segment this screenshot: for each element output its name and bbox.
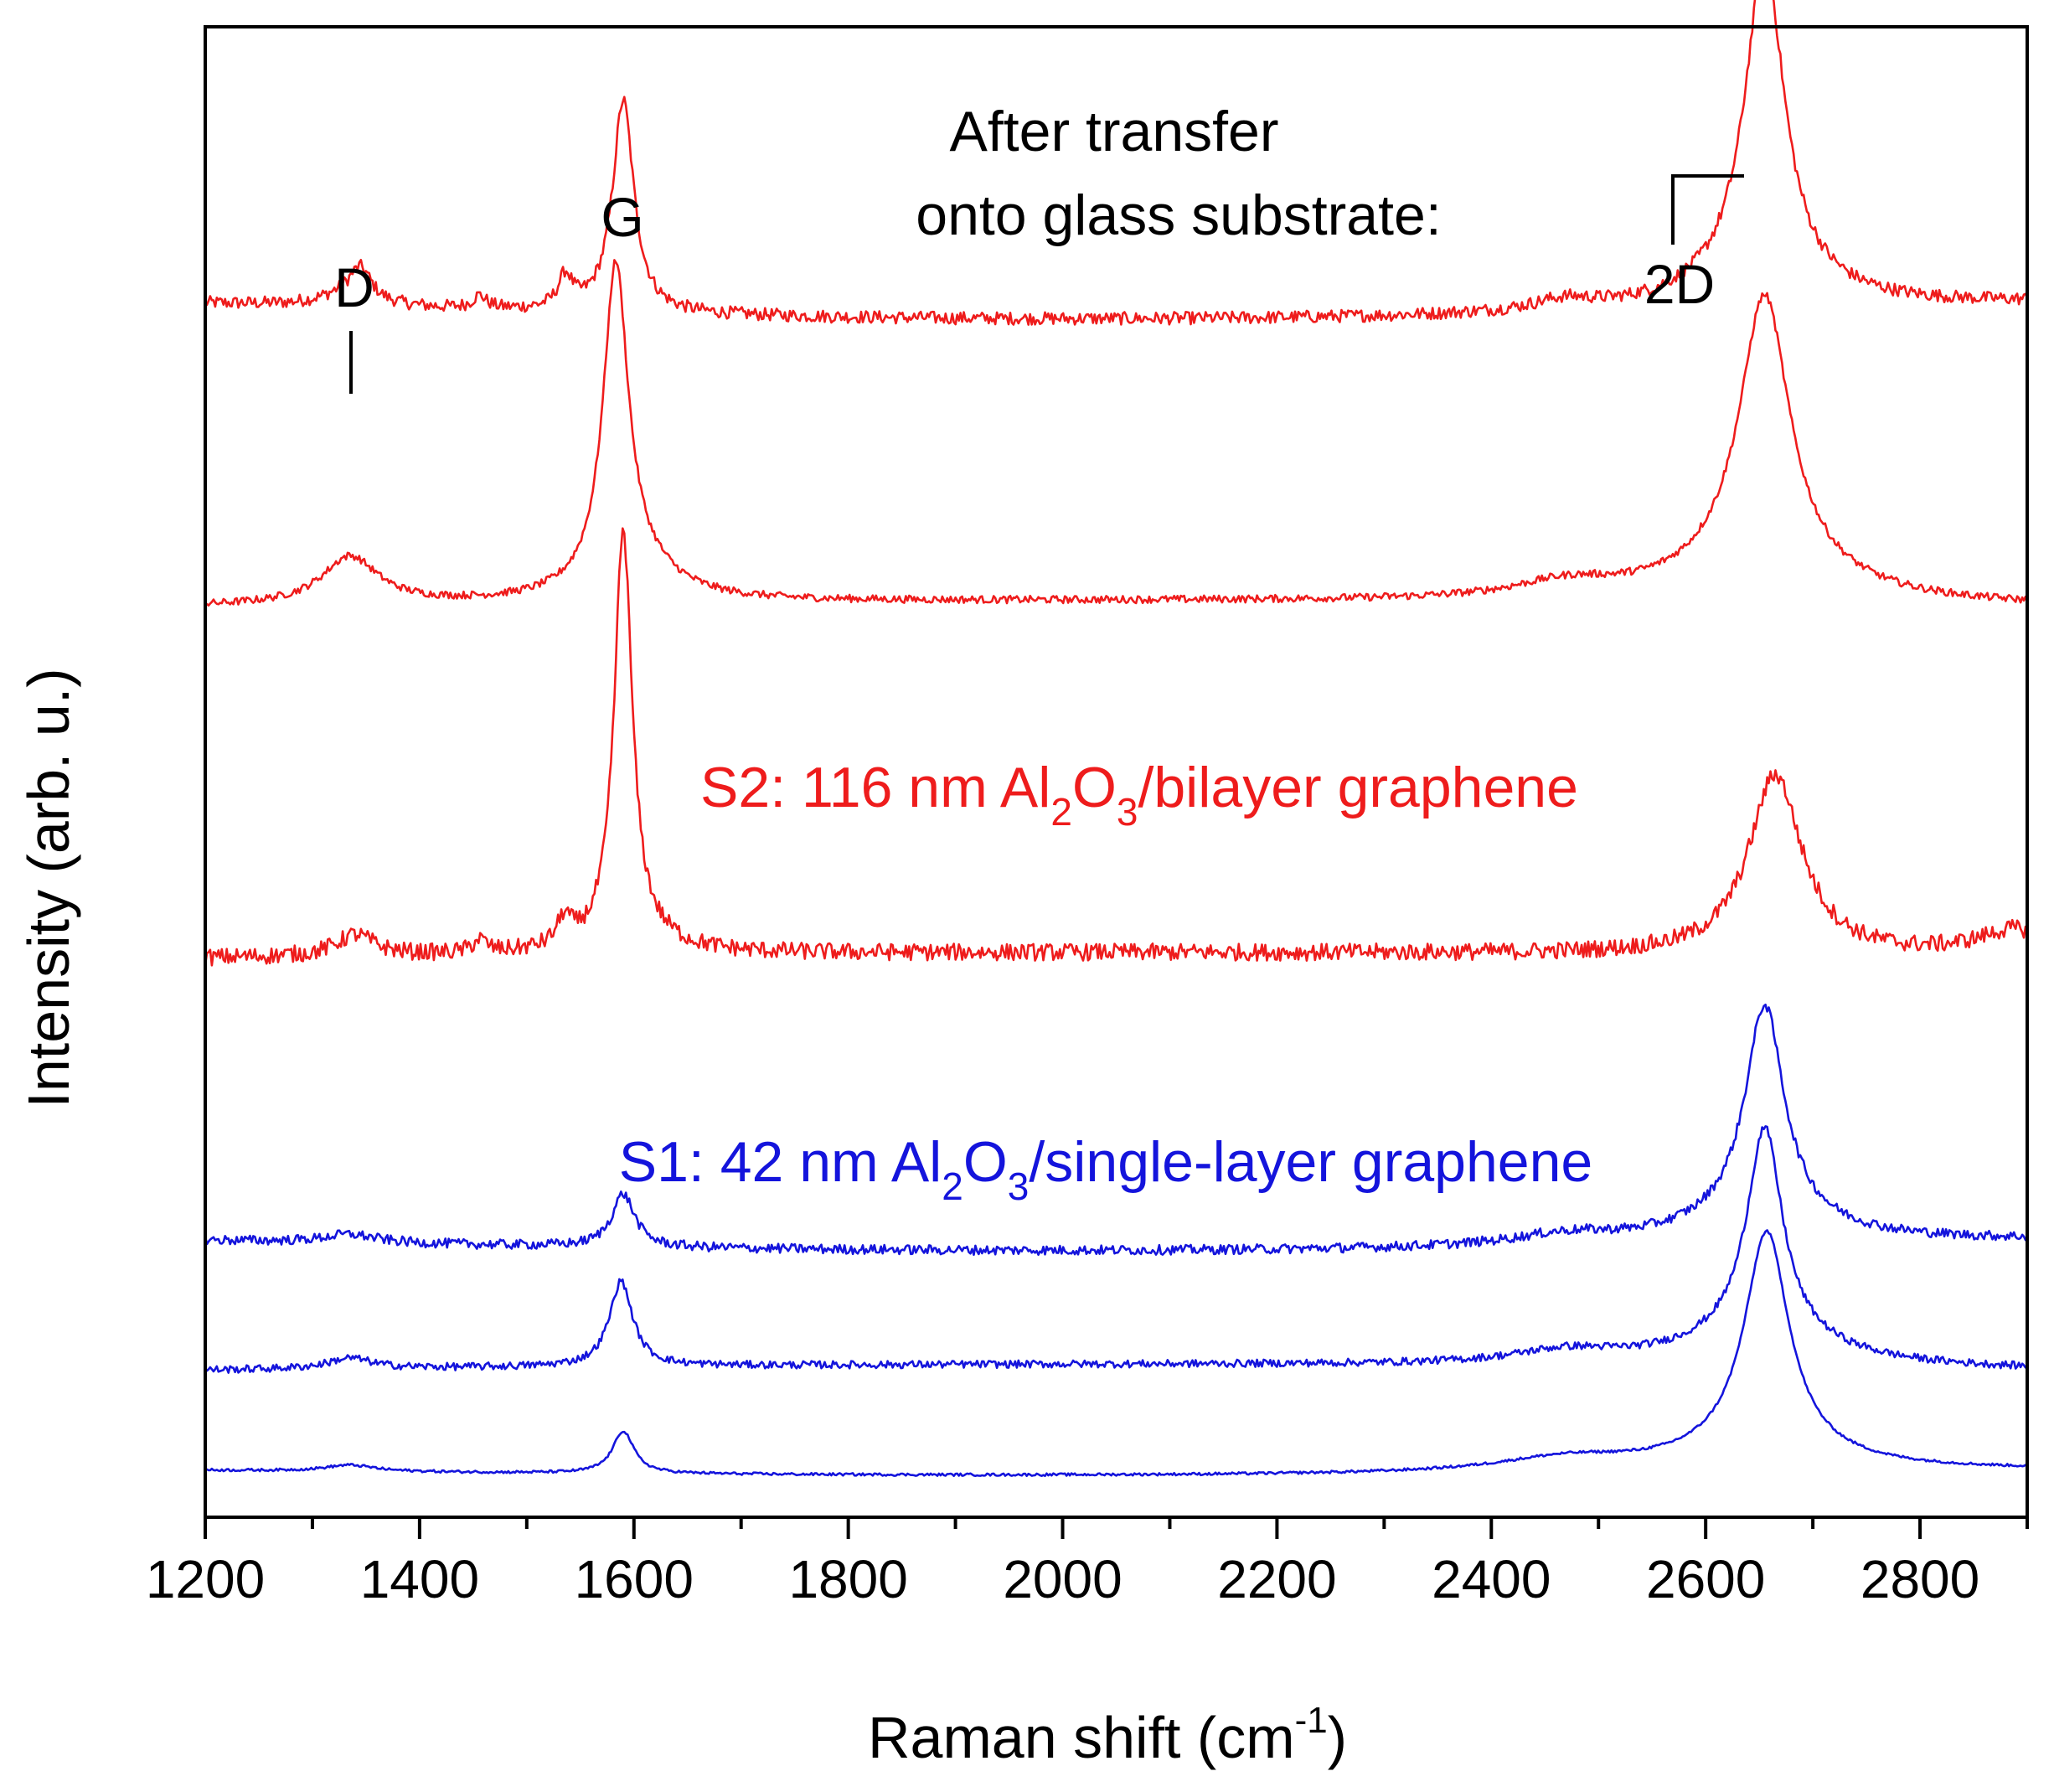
x-tick-label: 1200 bbox=[146, 1549, 265, 1609]
series-line-s2-spectrum-1 bbox=[204, 0, 2029, 326]
x-axis-label: Raman shift (cm-1) bbox=[868, 1700, 1347, 1770]
peak-label-2d: 2D bbox=[1644, 253, 1715, 315]
peak-label-d: D bbox=[334, 256, 374, 318]
plot-frame bbox=[204, 25, 2029, 1519]
peak-label-g: G bbox=[601, 186, 643, 248]
header-line-2: onto glass substrate: bbox=[916, 183, 1441, 247]
series-line-s2-spectrum-3 bbox=[204, 527, 2028, 967]
x-axis-ticks: 1200 1400 1600 1800 2000 2200 2400 2600 2800 bbox=[146, 1517, 2029, 1609]
series-line-s2-spectrum-2 bbox=[204, 259, 2029, 607]
x-tick-label: 2600 bbox=[1646, 1549, 1765, 1609]
spectra-series bbox=[204, 0, 2029, 1477]
x-tick-label: 1600 bbox=[575, 1549, 694, 1609]
label-s2: S2: 116 nm Al2O3/bilayer graphene bbox=[700, 756, 1578, 834]
x-tick-label: 1400 bbox=[360, 1549, 479, 1609]
peak-marker-2d bbox=[1671, 174, 1744, 245]
x-tick-label: 2800 bbox=[1860, 1549, 1979, 1609]
y-axis-label: Intensity (arb. u.) bbox=[16, 668, 81, 1108]
label-s1: S1: 42 nm Al2O3/single-layer graphene bbox=[619, 1130, 1593, 1208]
series-line-s1-spectrum-3 bbox=[204, 1229, 2028, 1477]
x-tick-label: 2200 bbox=[1217, 1549, 1336, 1609]
series-line-s1-spectrum-1 bbox=[204, 1003, 2029, 1257]
x-tick-label: 1800 bbox=[788, 1549, 907, 1609]
x-tick-label: 2400 bbox=[1432, 1549, 1551, 1609]
series-line-s1-spectrum-2 bbox=[204, 1125, 2028, 1374]
x-tick-label: 2000 bbox=[1003, 1549, 1122, 1609]
header-line-1: After transfer bbox=[949, 100, 1278, 163]
